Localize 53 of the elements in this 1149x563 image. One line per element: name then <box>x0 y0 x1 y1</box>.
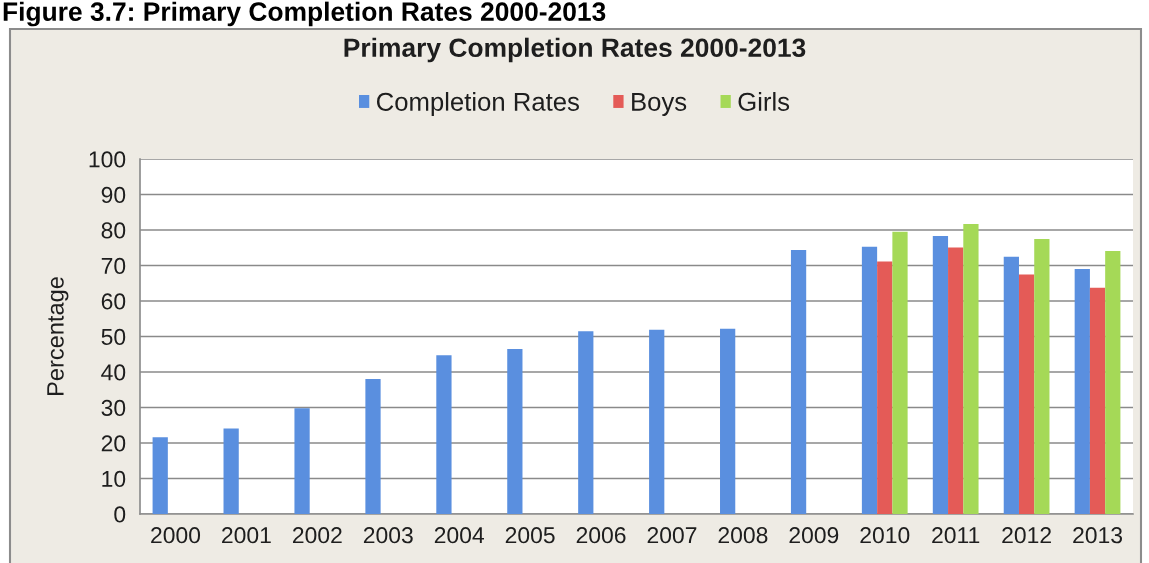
x-tick-label: 2009 <box>789 527 839 544</box>
bar <box>892 231 908 514</box>
x-tick-label: 2011 <box>932 527 980 544</box>
x-tick-label: 2003 <box>363 527 413 544</box>
y-tick-label: 30 <box>101 399 126 417</box>
x-tick-label: 2006 <box>576 527 626 544</box>
bar <box>152 437 168 514</box>
y-tick-label: 10 <box>102 470 126 488</box>
y-tick-label: 90 <box>101 186 126 204</box>
bar <box>1003 256 1019 514</box>
x-tick-label: 2002 <box>292 527 342 544</box>
bar <box>1089 287 1106 514</box>
bar <box>223 428 239 514</box>
bar <box>948 247 964 514</box>
y-tick-label: 0 <box>114 506 126 523</box>
bar <box>963 223 979 514</box>
y-tick-label: 20 <box>101 435 126 452</box>
bar <box>294 408 310 514</box>
y-tick-label: 100 <box>89 151 126 168</box>
x-tick-label: 2010 <box>860 527 910 544</box>
bar <box>649 329 665 514</box>
y-tick-label: 60 <box>101 293 126 310</box>
bar <box>1034 238 1050 514</box>
y-tick-label: 50 <box>101 328 126 346</box>
legend-label: Completion Rates <box>376 92 579 116</box>
caption: Figure 3.7: Primary Completion Rates 2000-2013 <box>3 1 606 27</box>
bar <box>578 331 594 514</box>
x-tick-label: 2000 <box>151 527 201 544</box>
legend-label: Boys <box>632 92 687 116</box>
chart-title: Primary Completion Rates 2000-2013 <box>344 37 806 63</box>
bar <box>365 379 381 514</box>
y-tick-label: 80 <box>101 222 126 239</box>
bar <box>1018 274 1035 514</box>
bar <box>1074 269 1090 514</box>
y-tick-label: 40 <box>101 364 126 381</box>
bar <box>877 261 893 514</box>
x-tick-label: 2012 <box>1002 527 1051 544</box>
bar <box>720 328 736 514</box>
x-tick-label: 2005 <box>505 527 555 544</box>
bar <box>507 348 523 514</box>
x-tick-label: 2007 <box>647 527 697 544</box>
bar <box>790 249 807 514</box>
bar <box>861 246 878 514</box>
x-tick-label: 2004 <box>434 527 484 544</box>
x-tick-label: 2008 <box>718 527 768 544</box>
x-tick-label: 2001 <box>222 527 271 544</box>
legend-label: Girls <box>738 92 790 111</box>
bar <box>932 236 949 514</box>
y-axis-title: Percentage <box>47 277 69 395</box>
bar <box>1105 250 1121 514</box>
y-tick-label: 70 <box>101 257 126 275</box>
bar <box>436 355 452 514</box>
x-tick-label: 2013 <box>1073 527 1123 544</box>
